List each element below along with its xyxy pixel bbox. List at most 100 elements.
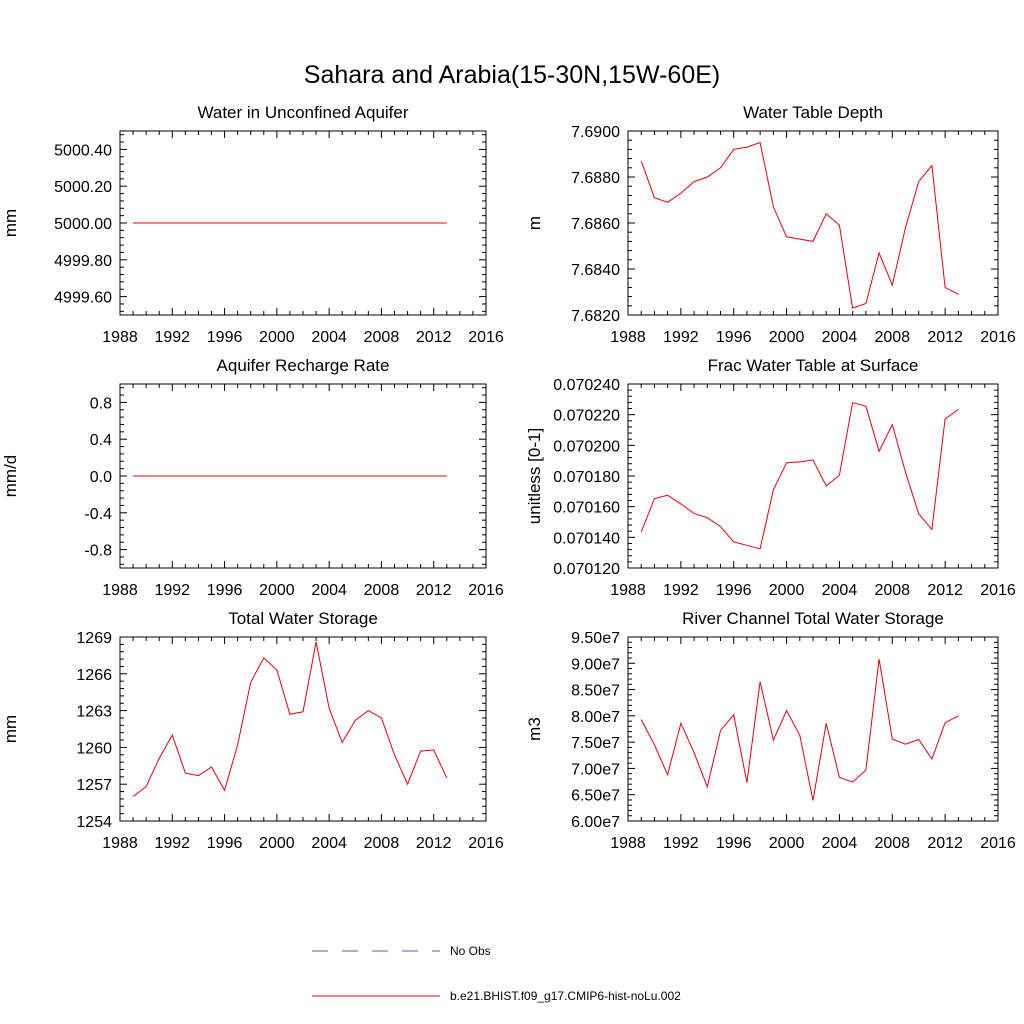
panel-title: Total Water Storage bbox=[228, 609, 378, 628]
y-tick-label: 1260 bbox=[76, 740, 112, 757]
x-tick-label: 2000 bbox=[769, 835, 805, 852]
y-tick-label: 7.50e7 bbox=[571, 735, 620, 752]
x-tick-label: 1988 bbox=[102, 582, 138, 599]
x-tick-label: 2004 bbox=[822, 582, 858, 599]
y-axis-label: unitless [0-1] bbox=[525, 428, 544, 524]
plot-frame bbox=[627, 383, 999, 569]
x-tick-label: 1992 bbox=[154, 329, 190, 346]
x-tick-label: 2008 bbox=[874, 329, 910, 346]
y-tick-label: 0.4 bbox=[90, 432, 112, 449]
y-tick-label: 0.0 bbox=[90, 469, 112, 486]
x-tick-label: 2004 bbox=[822, 835, 858, 852]
y-tick-label: 0.070180 bbox=[553, 469, 620, 486]
x-tick-label: 1992 bbox=[154, 582, 190, 599]
x-tick-label: 1988 bbox=[610, 329, 646, 346]
y-axis-label: mm bbox=[1, 209, 20, 237]
y-tick-label: 4999.60 bbox=[54, 290, 112, 307]
y-tick-label: 0.070220 bbox=[553, 408, 620, 425]
y-tick-label: 6.50e7 bbox=[571, 788, 620, 805]
y-tick-label: 7.00e7 bbox=[571, 761, 620, 778]
chart-panel: River Channel Total Water Storage 1988 199… bbox=[525, 609, 1016, 852]
panels: Water in Unconfined Aquifer 1988 1992 1996 2… bbox=[1, 103, 1016, 852]
x-tick-label: 1996 bbox=[207, 329, 243, 346]
y-tick-label: 1269 bbox=[76, 630, 112, 647]
x-tick-label: 2012 bbox=[416, 329, 452, 346]
y-tick-label: 5000.00 bbox=[54, 216, 112, 233]
figure-title: Sahara and Arabia(15-30N,15W-60E) bbox=[304, 61, 720, 89]
x-tick-label: 2004 bbox=[822, 329, 858, 346]
x-tick-label: 2000 bbox=[259, 582, 295, 599]
legend: No Obs b.e21.BHIST.f09_g17.CMIP6-hist-no… bbox=[312, 944, 681, 1003]
x-tick-label: 1996 bbox=[207, 582, 243, 599]
y-tick-label: 9.00e7 bbox=[571, 656, 620, 673]
y-tick-label: 7.6820 bbox=[571, 308, 620, 325]
chart-panel: Frac Water Table at Surface 1988 1992 1996 2… bbox=[525, 356, 1016, 599]
y-tick-label: 1257 bbox=[76, 777, 112, 794]
y-axis-label: mm/d bbox=[1, 455, 20, 498]
y-tick-label: 0.070240 bbox=[553, 377, 620, 394]
y-tick-label: 9.50e7 bbox=[571, 630, 620, 647]
y-tick-label: 8.00e7 bbox=[571, 709, 620, 726]
x-tick-label: 2004 bbox=[311, 329, 347, 346]
x-tick-label: 2008 bbox=[874, 835, 910, 852]
y-tick-label: 7.6840 bbox=[571, 262, 620, 279]
panel-title: Frac Water Table at Surface bbox=[708, 356, 919, 375]
x-tick-label: 1996 bbox=[716, 582, 752, 599]
y-tick-label: -0.8 bbox=[84, 543, 112, 560]
x-tick-label: 1996 bbox=[716, 835, 752, 852]
y-tick-label: -0.4 bbox=[84, 506, 112, 523]
y-tick-label: 5000.20 bbox=[54, 179, 112, 196]
x-tick-label: 2008 bbox=[364, 835, 400, 852]
y-tick-label: 7.6880 bbox=[571, 170, 620, 187]
x-tick-label: 1988 bbox=[610, 835, 646, 852]
panel-title: River Channel Total Water Storage bbox=[682, 609, 944, 628]
y-tick-label: 1266 bbox=[76, 667, 112, 684]
plot-frame bbox=[627, 130, 999, 316]
legend-entry-no-obs: No Obs bbox=[312, 944, 491, 958]
plot-frame bbox=[119, 636, 487, 822]
x-tick-label: 1992 bbox=[663, 329, 699, 346]
x-tick-label: 1996 bbox=[207, 835, 243, 852]
legend-label-model: b.e21.BHIST.f09_g17.CMIP6-hist-noLu.002 bbox=[450, 989, 681, 1003]
chart-panel: Water in Unconfined Aquifer 1988 1992 1996 2… bbox=[1, 103, 504, 346]
x-tick-label: 2016 bbox=[468, 835, 504, 852]
panel-title: Aquifer Recharge Rate bbox=[217, 356, 390, 375]
x-tick-label: 2016 bbox=[980, 582, 1016, 599]
x-tick-label: 1992 bbox=[663, 835, 699, 852]
y-tick-label: 5000.40 bbox=[54, 142, 112, 159]
panel-title: Water Table Depth bbox=[743, 103, 883, 122]
y-tick-label: 0.070120 bbox=[553, 561, 620, 578]
series-line bbox=[132, 641, 448, 797]
y-tick-label: 6.00e7 bbox=[571, 814, 620, 831]
x-tick-label: 2012 bbox=[416, 582, 452, 599]
y-tick-label: 0.070160 bbox=[553, 500, 620, 517]
series-line bbox=[640, 659, 959, 801]
x-tick-label: 2008 bbox=[364, 582, 400, 599]
x-tick-label: 1996 bbox=[716, 329, 752, 346]
x-tick-label: 2012 bbox=[927, 329, 963, 346]
chart-panel: Aquifer Recharge Rate 1988 1992 1996 2000 200… bbox=[1, 356, 504, 599]
x-tick-label: 2000 bbox=[259, 329, 295, 346]
x-tick-label: 2004 bbox=[311, 582, 347, 599]
x-tick-label: 2000 bbox=[769, 582, 805, 599]
series-line bbox=[640, 402, 959, 550]
x-tick-label: 1988 bbox=[102, 329, 138, 346]
x-tick-label: 2008 bbox=[364, 329, 400, 346]
y-axis-label: mm bbox=[1, 715, 20, 743]
x-tick-label: 2012 bbox=[416, 835, 452, 852]
x-tick-label: 2016 bbox=[980, 329, 1016, 346]
x-tick-label: 2016 bbox=[980, 835, 1016, 852]
x-tick-label: 2012 bbox=[927, 835, 963, 852]
x-tick-label: 1992 bbox=[663, 582, 699, 599]
y-tick-label: 1263 bbox=[76, 704, 112, 721]
y-tick-label: 7.6860 bbox=[571, 216, 620, 233]
x-tick-label: 2000 bbox=[769, 329, 805, 346]
x-tick-label: 2000 bbox=[259, 835, 295, 852]
y-tick-label: 7.6900 bbox=[571, 124, 620, 141]
x-tick-label: 1992 bbox=[154, 835, 190, 852]
legend-entry-model: b.e21.BHIST.f09_g17.CMIP6-hist-noLu.002 bbox=[312, 989, 681, 1003]
y-tick-label: 0.070200 bbox=[553, 438, 620, 455]
chart-panel: Water Table Depth 1988 1992 1996 2000 2004 200… bbox=[525, 103, 1016, 346]
y-tick-label: 8.50e7 bbox=[571, 683, 620, 700]
